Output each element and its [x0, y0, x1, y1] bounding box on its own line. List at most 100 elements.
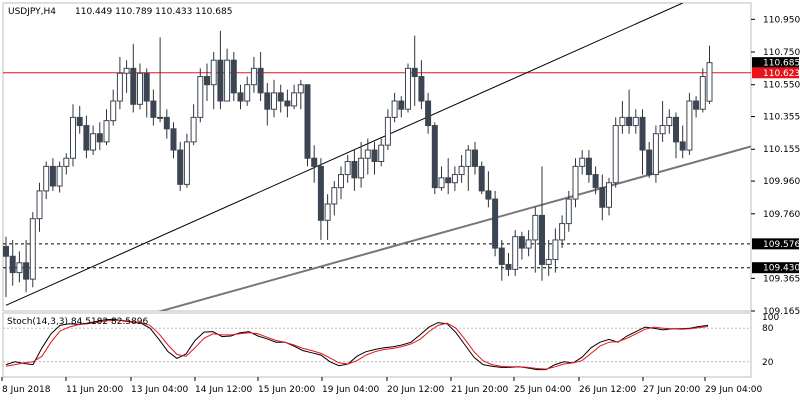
candle	[699, 68, 706, 113]
candle-body-bear	[431, 125, 438, 189]
candle-body-bull	[331, 187, 338, 205]
price-axis: 110.950 110.750 110.550 110.355 110.155 109.9…	[751, 15, 800, 317]
candle	[545, 239, 552, 276]
candle	[143, 68, 150, 118]
candle	[3, 236, 9, 298]
candle-body-bear	[646, 149, 653, 176]
candle	[579, 150, 586, 175]
candle	[559, 215, 566, 249]
time-tick-label: 15 Jun 20:00	[258, 385, 315, 395]
candle-body-bull	[123, 67, 130, 74]
candle	[639, 109, 646, 175]
candle-body-bull	[532, 214, 539, 241]
candle	[197, 68, 204, 123]
stoch-line-signal	[5, 319, 709, 370]
candle-body-bear	[478, 165, 485, 192]
candle	[652, 125, 659, 183]
candle	[16, 251, 23, 283]
candle	[364, 138, 371, 175]
candle	[539, 166, 545, 281]
candle-body-bull	[344, 160, 351, 176]
candle-body-bull	[559, 223, 566, 241]
candle-body-bear	[49, 165, 56, 187]
candle-body-bear	[237, 92, 244, 102]
price-tick-label: 110.155	[763, 145, 800, 155]
candle	[492, 190, 499, 257]
candle-body-bear	[96, 133, 103, 143]
candle-body-bull	[36, 190, 43, 220]
candle	[505, 252, 512, 276]
candle	[257, 52, 264, 102]
candle-body-bear	[599, 187, 606, 208]
candle	[693, 96, 700, 118]
candle-body-bull	[686, 100, 693, 151]
candle-body-bear	[204, 76, 210, 86]
chart-symbol: USDJPY,H4	[8, 7, 56, 17]
candle-body-bull	[297, 84, 304, 94]
candle-body-bull	[612, 125, 619, 184]
candle-body-bull	[157, 116, 164, 119]
candle	[190, 104, 197, 146]
candle-body-bear	[284, 100, 291, 107]
candle-body-bull	[137, 72, 143, 105]
candle-body-bear	[351, 160, 358, 179]
price-tick-label: 110.950	[763, 15, 800, 25]
candle-body-bear	[505, 263, 512, 270]
candle-body-bull	[338, 174, 344, 189]
candle-body-bull	[666, 116, 673, 127]
candle	[9, 239, 16, 286]
candle	[425, 92, 432, 134]
candle-body-bear	[264, 92, 271, 110]
candle	[659, 101, 666, 142]
candle-body-bull	[244, 84, 251, 102]
time-tick-label: 27 Jun 20:00	[643, 385, 700, 395]
candle	[103, 109, 110, 146]
candle	[592, 166, 599, 195]
candle	[525, 230, 532, 257]
price-tick-label: 110.750	[763, 48, 800, 58]
time-tick-label: 26 Jun 12:00	[579, 385, 636, 395]
candle-body-bull	[619, 116, 626, 127]
candle-body-bull	[706, 62, 713, 102]
candle	[70, 104, 76, 167]
candle	[498, 239, 505, 281]
candle	[317, 158, 324, 240]
candle-body-bear	[398, 100, 405, 110]
time-tick-label: 13 Jun 04:00	[131, 385, 188, 395]
candle	[56, 161, 63, 193]
candle-body-bull	[364, 149, 371, 159]
candle	[237, 84, 244, 110]
candle-body-bull	[579, 157, 586, 167]
time-tick-label: 25 Jun 04:00	[514, 385, 571, 395]
price-pane: USDJPY,H4 110.449 110.789 110.433 110.68…	[2, 2, 752, 312]
candle-body-bear	[311, 157, 318, 167]
candle	[96, 122, 103, 151]
price-label: 110.623	[763, 69, 800, 79]
candle-body-bull	[56, 165, 63, 187]
candle	[384, 109, 391, 151]
candle	[431, 122, 438, 195]
candle-body-bear	[277, 92, 284, 102]
candle-body-bull	[659, 125, 666, 135]
price-label-box	[752, 262, 799, 274]
candle-body-bull	[291, 92, 298, 107]
candle	[398, 96, 405, 118]
stoch-tick-label: 20	[762, 358, 774, 368]
price-pane-frame	[2, 2, 752, 312]
price-tick-label: 110.550	[763, 81, 800, 91]
candle-body-bear	[177, 149, 184, 185]
candle	[465, 145, 472, 191]
candle	[565, 190, 572, 232]
candle	[250, 56, 257, 93]
candle	[137, 63, 143, 110]
time-tick-label: 20 Jun 12:00	[387, 385, 444, 395]
candle	[183, 133, 190, 188]
candle-body-bear	[492, 198, 499, 249]
candle	[123, 60, 130, 93]
candle	[331, 181, 338, 216]
candle	[338, 166, 344, 200]
candle-body-bear	[418, 76, 425, 102]
candle	[29, 212, 36, 288]
